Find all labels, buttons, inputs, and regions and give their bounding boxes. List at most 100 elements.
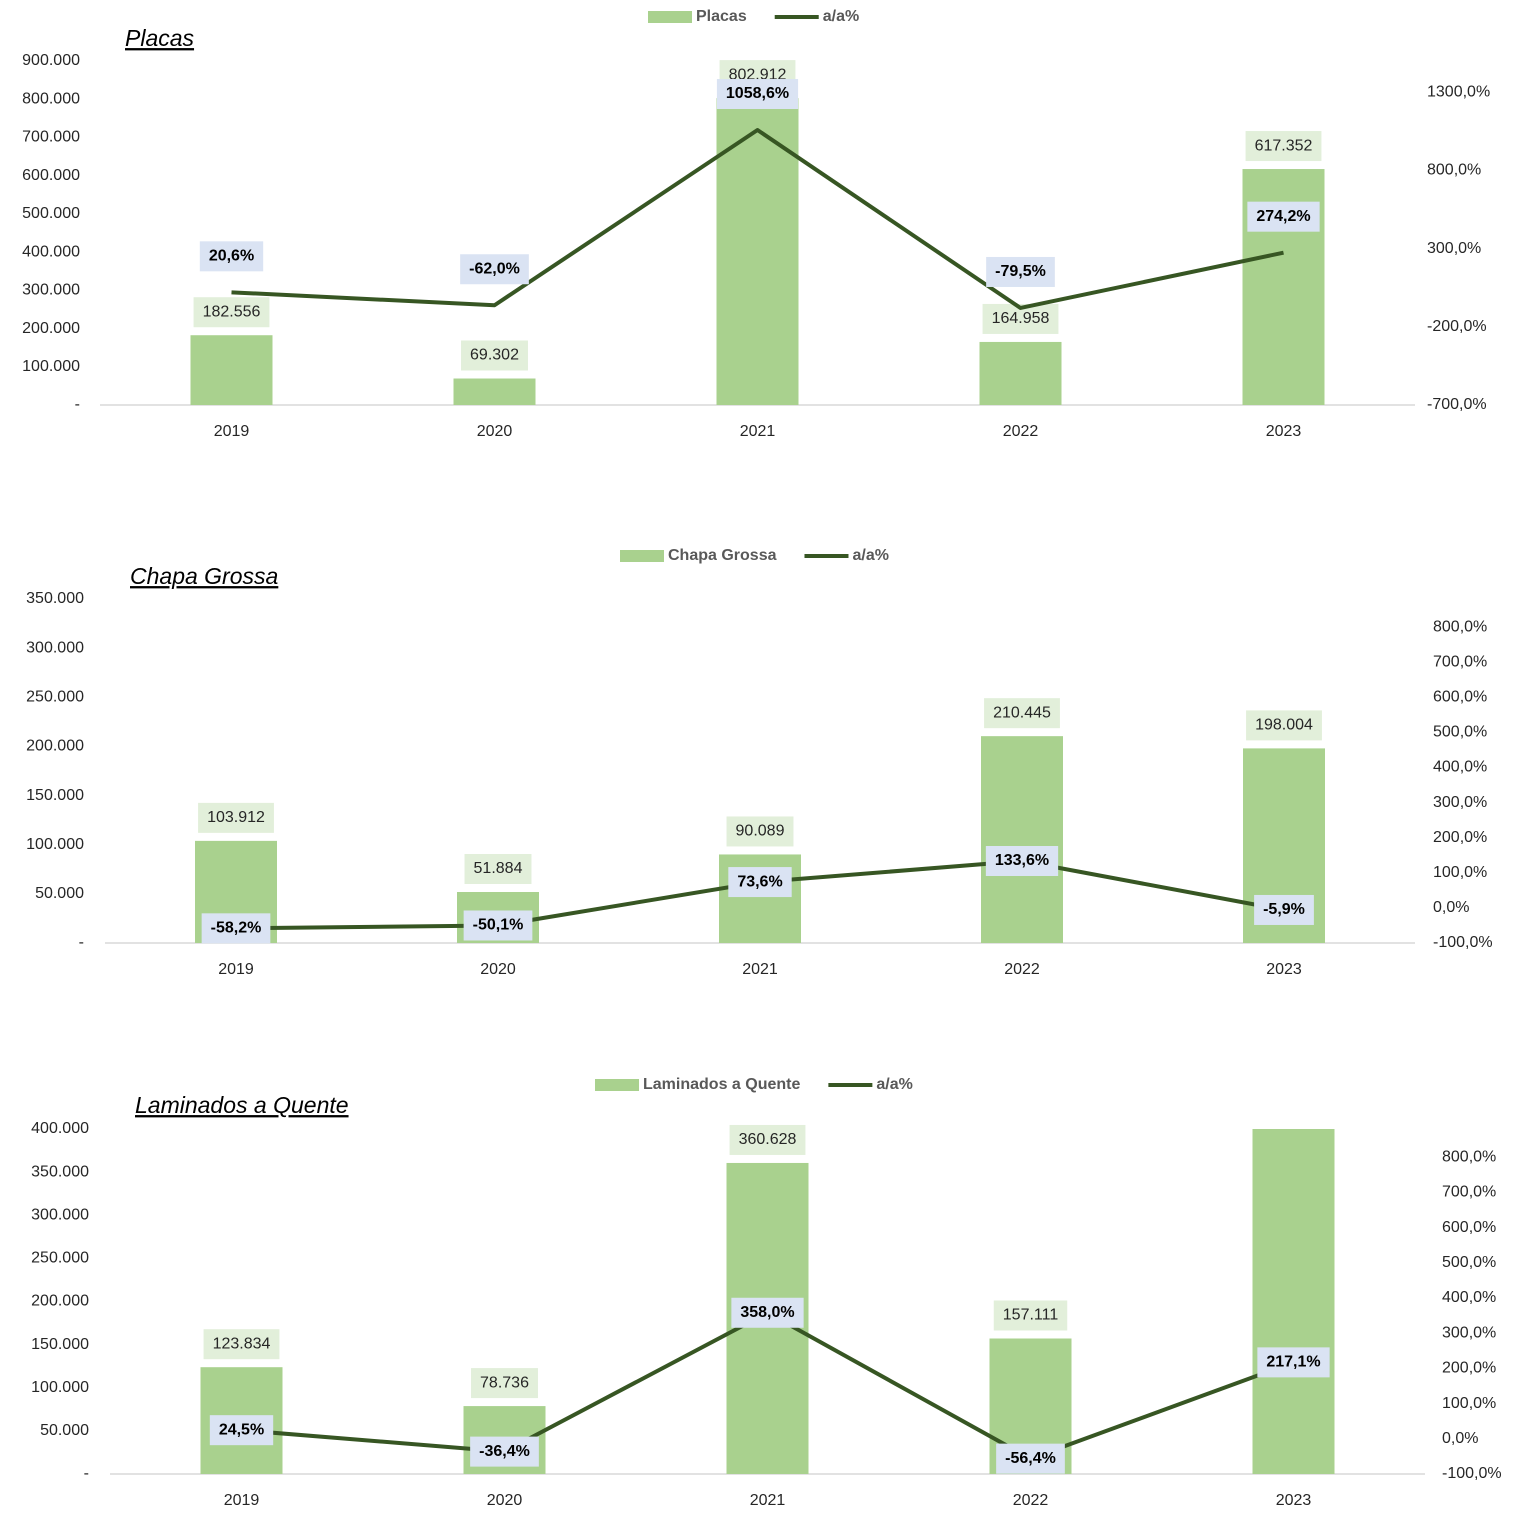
y-tick-label: - xyxy=(79,934,84,951)
y-tick-label: 400.000 xyxy=(22,243,80,260)
label-box xyxy=(209,1415,274,1446)
y-tick-label: 250.000 xyxy=(26,689,84,706)
value-label: 69.302 xyxy=(470,347,519,364)
line-label: -58,2% xyxy=(211,920,262,937)
y2-tick-label: 800,0% xyxy=(1433,618,1487,635)
label-box xyxy=(460,254,529,285)
x-tick-label: 2022 xyxy=(1003,423,1039,440)
value-label: 90.089 xyxy=(736,823,785,840)
y2-tick-label: 600,0% xyxy=(1433,689,1487,706)
label-box xyxy=(1254,894,1314,925)
y-tick-label: - xyxy=(75,396,80,413)
y2-tick-label: -200,0% xyxy=(1427,318,1487,335)
y2-tick-label: 400,0% xyxy=(1442,1289,1496,1306)
line-label: 24,5% xyxy=(219,1421,264,1438)
y2-tick-label: 300,0% xyxy=(1433,794,1487,811)
label-box xyxy=(996,1443,1065,1474)
x-tick-label: 2022 xyxy=(1004,961,1040,978)
y2-tick-label: 0,0% xyxy=(1442,1430,1478,1447)
legend-label: Placas xyxy=(696,8,747,25)
line-label: 358,0% xyxy=(740,1304,794,1321)
legend-label: a/a% xyxy=(876,1076,912,1093)
label-box xyxy=(985,846,1059,877)
bar xyxy=(981,736,1063,943)
bar xyxy=(190,335,273,405)
x-tick-label: 2019 xyxy=(224,1492,260,1509)
y-tick-label: - xyxy=(84,1465,89,1482)
line-label: -50,1% xyxy=(473,917,524,934)
y2-tick-label: 800,0% xyxy=(1427,162,1481,179)
line-label: -79,5% xyxy=(995,263,1046,280)
legend-label: a/a% xyxy=(852,547,888,564)
value-label: 103.912 xyxy=(207,809,265,826)
label-box xyxy=(193,297,270,328)
y2-tick-label: 800,0% xyxy=(1442,1148,1496,1165)
y2-tick-label: 500,0% xyxy=(1433,724,1487,741)
legend-swatch xyxy=(648,11,692,23)
y-tick-label: 250.000 xyxy=(31,1250,89,1267)
value-label: 182.556 xyxy=(203,303,261,320)
label-box xyxy=(463,910,533,941)
y-tick-label: 900.000 xyxy=(22,52,80,69)
x-tick-label: 2023 xyxy=(1266,961,1302,978)
y-tick-label: 350.000 xyxy=(26,590,84,607)
line-label: -56,4% xyxy=(1005,1450,1056,1467)
value-label: 78.736 xyxy=(480,1374,529,1391)
y2-tick-label: 400,0% xyxy=(1433,759,1487,776)
value-label: 51.884 xyxy=(474,860,523,877)
y-tick-label: 50.000 xyxy=(40,1422,89,1439)
legend-swatch xyxy=(620,550,664,562)
label-box xyxy=(470,1436,539,1467)
y2-tick-label: 600,0% xyxy=(1442,1219,1496,1236)
line-label: -36,4% xyxy=(479,1443,530,1460)
y-tick-label: 200.000 xyxy=(22,320,80,337)
value-label: 157.111 xyxy=(1003,1307,1059,1324)
chart-title: Laminados a Quente xyxy=(135,1092,349,1118)
line-label: -5,9% xyxy=(1263,901,1305,918)
line-label: 274,2% xyxy=(1256,208,1310,225)
label-box xyxy=(471,1368,538,1399)
label-box xyxy=(726,816,794,847)
y2-tick-label: 700,0% xyxy=(1433,653,1487,670)
y2-tick-label: 100,0% xyxy=(1433,864,1487,881)
y2-tick-label: 300,0% xyxy=(1427,240,1481,257)
value-label: 360.628 xyxy=(739,1131,797,1148)
y2-tick-label: 200,0% xyxy=(1442,1360,1496,1377)
y-tick-label: 800.000 xyxy=(22,90,80,107)
y2-tick-label: -100,0% xyxy=(1442,1465,1502,1482)
label-box xyxy=(199,241,264,272)
label-box xyxy=(461,340,528,371)
legend-label: Laminados a Quente xyxy=(643,1076,800,1093)
bar xyxy=(453,378,536,405)
value-label: 198.004 xyxy=(1255,717,1313,734)
y-tick-label: 150.000 xyxy=(31,1336,89,1353)
bar xyxy=(1252,1129,1335,1474)
chart-title: Placas xyxy=(125,25,195,51)
line-label: 217,1% xyxy=(1266,1354,1320,1371)
label-box xyxy=(993,1300,1068,1331)
label-box xyxy=(729,1124,806,1155)
label-box xyxy=(1257,1347,1330,1378)
y-tick-label: 150.000 xyxy=(26,787,84,804)
bar xyxy=(979,341,1062,405)
bar xyxy=(716,98,799,405)
y-tick-label: 100.000 xyxy=(22,358,80,375)
label-box xyxy=(984,698,1060,729)
y2-tick-label: 100,0% xyxy=(1442,1395,1496,1412)
x-tick-label: 2021 xyxy=(740,423,776,440)
label-box xyxy=(1245,131,1322,162)
y-tick-label: 100.000 xyxy=(26,836,84,853)
y-tick-label: 300.000 xyxy=(31,1206,89,1223)
y-tick-label: 200.000 xyxy=(31,1293,89,1310)
label-box xyxy=(1247,201,1320,232)
y2-tick-label: 700,0% xyxy=(1442,1184,1496,1201)
value-label: 123.834 xyxy=(213,1335,271,1352)
line xyxy=(231,128,1284,310)
label-box xyxy=(464,854,532,885)
x-tick-label: 2019 xyxy=(214,423,250,440)
x-tick-label: 2023 xyxy=(1276,1492,1312,1509)
label-box xyxy=(203,1329,280,1360)
line-label: 133,6% xyxy=(995,852,1049,869)
